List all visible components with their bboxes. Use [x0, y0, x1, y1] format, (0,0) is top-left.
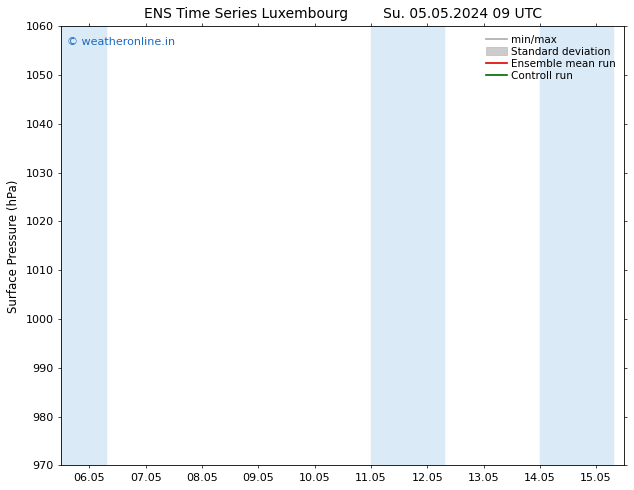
Title: ENS Time Series Luxembourg        Su. 05.05.2024 09 UTC: ENS Time Series Luxembourg Su. 05.05.202… — [144, 7, 542, 21]
Bar — [371, 26, 444, 465]
Text: © weatheronline.in: © weatheronline.in — [67, 37, 175, 47]
Bar — [540, 26, 613, 465]
Bar — [61, 26, 107, 465]
Y-axis label: Surface Pressure (hPa): Surface Pressure (hPa) — [7, 179, 20, 313]
Legend: min/max, Standard deviation, Ensemble mean run, Controll run: min/max, Standard deviation, Ensemble me… — [483, 31, 619, 84]
